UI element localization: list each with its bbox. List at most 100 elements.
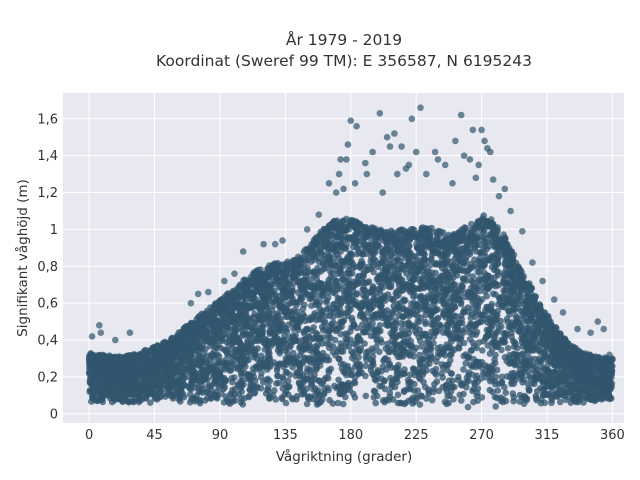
data-point (343, 256, 351, 263)
data-point (548, 357, 556, 364)
data-point (304, 264, 311, 271)
data-point (282, 399, 290, 407)
data-point (428, 396, 436, 404)
data-point (434, 290, 441, 298)
data-point (329, 348, 337, 356)
data-point (245, 323, 252, 330)
data-point (277, 320, 285, 328)
data-point (458, 319, 466, 327)
data-point (266, 313, 273, 321)
data-point (438, 296, 446, 303)
data-point (531, 377, 538, 384)
data-point (562, 396, 569, 404)
data-point (420, 271, 428, 279)
data-point (359, 312, 367, 320)
data-point (166, 373, 173, 380)
data-point (331, 245, 338, 252)
data-point (362, 279, 369, 287)
data-point (256, 312, 264, 320)
data-point (186, 399, 194, 406)
data-point (483, 304, 491, 311)
data-point (322, 312, 330, 320)
data-point (394, 391, 402, 399)
data-point (455, 344, 462, 352)
data-point (561, 364, 569, 372)
data-point (352, 298, 359, 305)
data-point (264, 375, 272, 383)
data-point (397, 399, 404, 407)
data-point (427, 261, 434, 269)
data-point (491, 356, 498, 364)
data-point (427, 312, 435, 320)
data-point (443, 268, 450, 276)
data-point (382, 355, 389, 362)
data-point (450, 265, 457, 273)
data-point (273, 367, 281, 374)
data-point (473, 344, 481, 352)
data-point (238, 327, 246, 334)
data-point (210, 348, 218, 355)
data-point (471, 380, 479, 388)
data-point (412, 344, 420, 352)
data-point (187, 386, 195, 393)
data-point (444, 302, 452, 310)
data-point (455, 376, 462, 384)
data-point (393, 370, 401, 378)
data-point (474, 397, 482, 405)
data-point (388, 384, 395, 391)
data-point (379, 259, 387, 266)
data-point (292, 372, 300, 380)
data-point (374, 326, 382, 333)
data-point (495, 380, 503, 388)
data-point (508, 370, 515, 377)
data-point (275, 379, 283, 387)
data-point (333, 262, 340, 270)
data-point (452, 312, 460, 320)
data-point (224, 350, 231, 358)
data-point (459, 267, 467, 275)
data-point (220, 385, 227, 393)
data-point (304, 270, 312, 277)
data-point (334, 251, 341, 258)
data-point (290, 279, 298, 287)
data-point (360, 269, 368, 277)
data-point (398, 320, 405, 327)
data-point (533, 366, 540, 373)
data-point (353, 250, 361, 258)
data-point (543, 352, 550, 359)
data-point (335, 376, 342, 384)
data-point (448, 370, 455, 377)
data-point (108, 398, 116, 406)
data-point (439, 311, 447, 318)
data-point (458, 397, 465, 404)
data-point (492, 373, 500, 381)
data-point (250, 314, 257, 321)
data-point (353, 340, 360, 348)
data-point (553, 373, 561, 380)
data-point (313, 298, 320, 306)
data-point (464, 355, 472, 362)
data-point (376, 348, 383, 356)
data-point (319, 349, 327, 357)
data-point (418, 343, 425, 350)
data-point (336, 390, 344, 398)
data-point (329, 289, 337, 296)
data-point (231, 327, 239, 335)
data-point (317, 398, 325, 406)
data-point (444, 392, 451, 400)
data-point (505, 307, 512, 315)
data-point (502, 283, 510, 290)
data-point (323, 297, 330, 305)
data-point (263, 304, 270, 311)
data-point (387, 364, 395, 371)
data-point (476, 241, 483, 249)
data-point (299, 310, 307, 318)
data-point (436, 321, 444, 329)
data-point (443, 388, 451, 395)
data-point (464, 271, 471, 278)
data-point (370, 268, 377, 276)
data-point (405, 319, 412, 327)
data-point (471, 293, 478, 301)
data-point (388, 379, 396, 387)
data-point (427, 356, 435, 363)
